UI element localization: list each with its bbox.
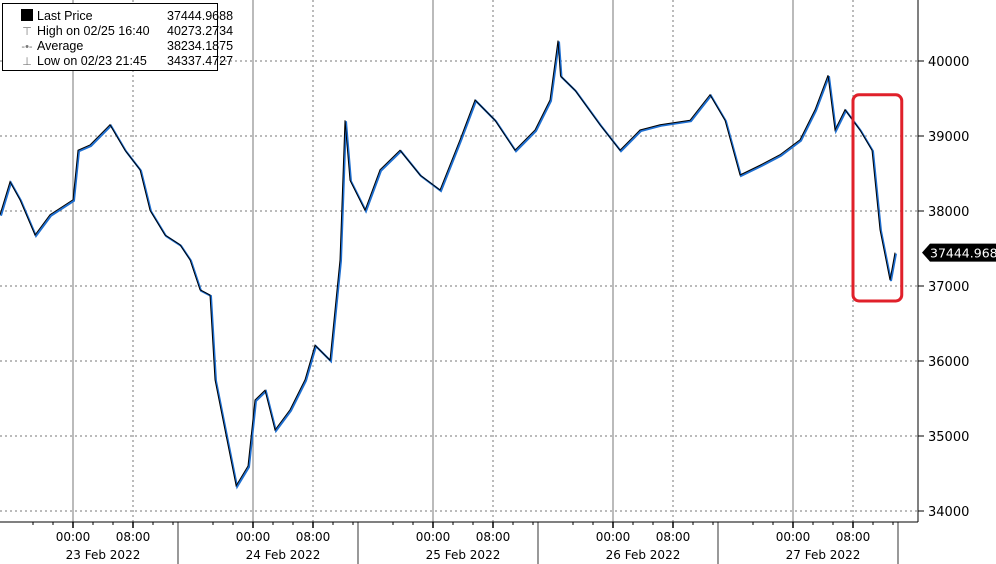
y-tick-label: 37000 (928, 280, 969, 295)
y-tick-label: 35000 (928, 430, 969, 445)
legend-label: Last Price (37, 9, 93, 23)
x-tick-label: 08:00 (836, 530, 871, 544)
filled-square-icon (21, 9, 33, 21)
y-tick-label: 39000 (928, 130, 969, 145)
legend-low: ⊥ Low on 02/23 21:45 34337.4727 (21, 53, 233, 69)
highlight-box (851, 93, 904, 303)
x-day-label: 24 Feb 2022 (246, 548, 321, 562)
x-tick-label: 00:00 (776, 530, 811, 544)
x-tick-label: 08:00 (296, 530, 331, 544)
x-tick-label: 08:00 (476, 530, 511, 544)
x-tick-label: 08:00 (116, 530, 151, 544)
x-day-label: 27 Feb 2022 (786, 548, 861, 562)
legend-value: 34337.4727 (167, 54, 234, 68)
x-day-label: 25 Feb 2022 (426, 548, 501, 562)
low-marker-icon: ⊥ (22, 56, 32, 68)
legend-last-price: Last Price 37444.9688 (21, 8, 233, 24)
x-day-label: 23 Feb 2022 (66, 548, 141, 562)
x-day-label: 26 Feb 2022 (606, 548, 681, 562)
average-marker-icon: -•- (21, 41, 33, 53)
x-tick-label: 00:00 (236, 530, 271, 544)
legend-value: 40273.2734 (167, 24, 234, 38)
legend-label: Low on 02/23 21:45 (37, 54, 147, 68)
last-price-label: 37444.9688 (930, 246, 996, 261)
y-tick-label: 34000 (928, 505, 969, 520)
x-tick-label: 00:00 (596, 530, 631, 544)
price-line-shadow (0, 41, 897, 490)
legend-value: 38234.1875 (167, 39, 234, 53)
legend-high: ⊤ High on 02/25 16:40 40273.2734 (21, 23, 233, 39)
legend-value: 37444.9688 (167, 9, 234, 23)
x-tick-label: 00:00 (416, 530, 451, 544)
legend-label: Average (37, 39, 84, 53)
y-tick-label: 38000 (928, 205, 969, 220)
x-tick-label: 08:00 (656, 530, 691, 544)
legend: Last Price 37444.9688 ⊤ High on 02/25 16:4… (2, 3, 233, 71)
legend-label: High on 02/25 16:40 (37, 24, 150, 38)
y-tick-label: 40000 (928, 55, 969, 70)
y-tick-label: 36000 (928, 355, 969, 370)
price-line (0, 40, 896, 488)
x-tick-label: 00:00 (56, 530, 91, 544)
legend-average: -•- Average 38234.1875 (21, 38, 233, 54)
high-marker-icon: ⊤ (22, 26, 32, 38)
last-price-tag (922, 243, 996, 262)
